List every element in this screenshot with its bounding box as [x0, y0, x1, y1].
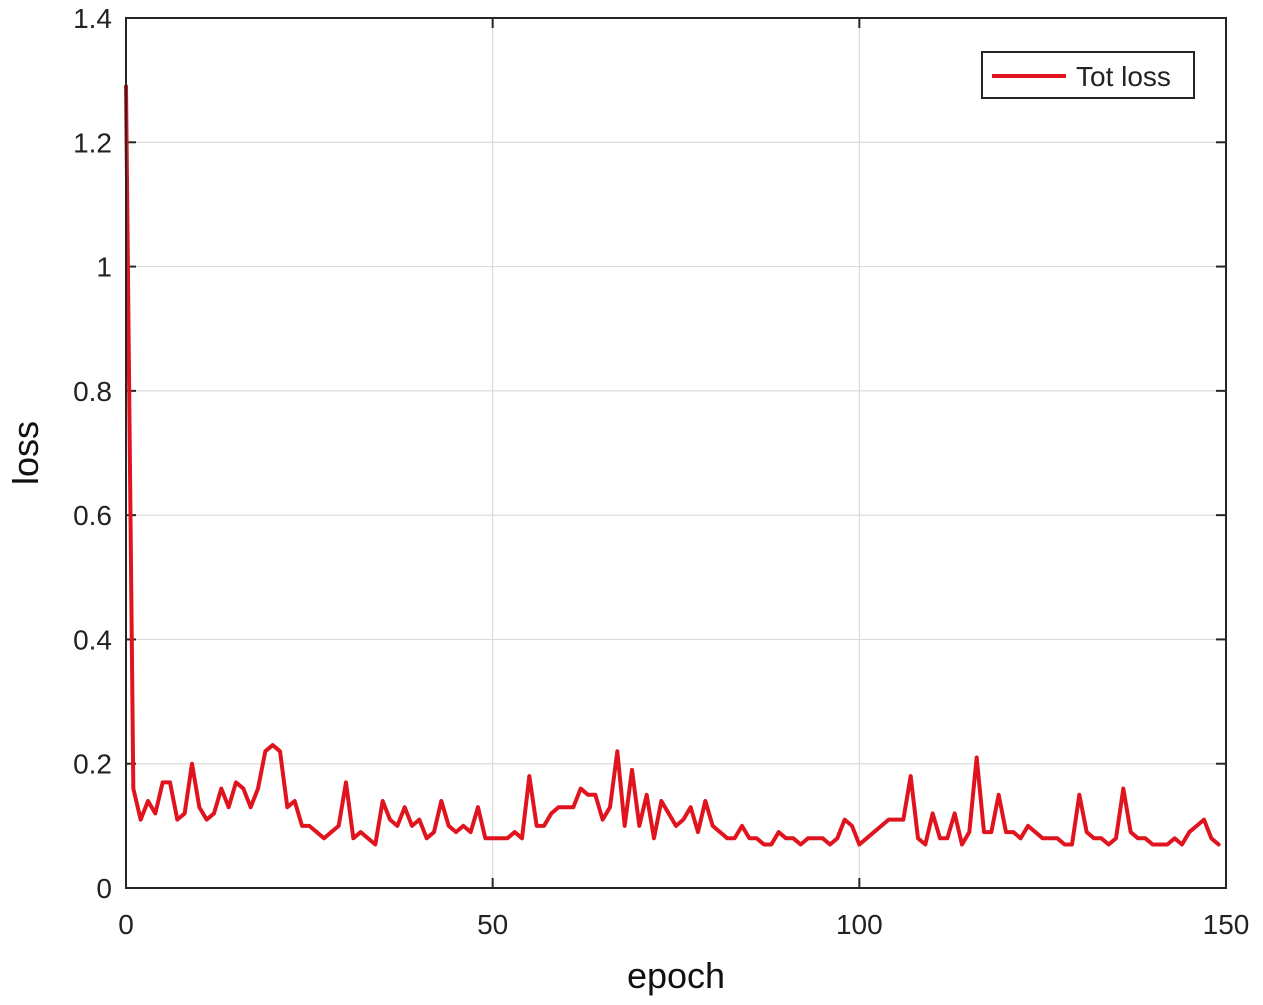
y-tick-labels: 0 0.2 0.4 0.6 0.8 1 1.2 1.4: [73, 3, 112, 904]
x-tick-label: 50: [477, 909, 508, 940]
x-tick-label: 0: [118, 909, 134, 940]
x-tick-labels: 0 50 100 150: [118, 909, 1249, 940]
y-tick-label: 0.4: [73, 624, 112, 655]
y-tick-label: 1.2: [73, 127, 112, 158]
x-tick-label: 150: [1203, 909, 1250, 940]
legend-label: Tot loss: [1076, 61, 1171, 92]
plot-frame: [125, 17, 1227, 889]
y-tick-label: 1: [96, 252, 112, 283]
y-tick-label: 0.8: [73, 376, 112, 407]
grid-lines: [126, 18, 1226, 888]
y-tick-label: 1.4: [73, 3, 112, 34]
y-axis-label: loss: [5, 421, 46, 485]
y-tick-label: 0.2: [73, 749, 112, 780]
x-axis-label: epoch: [627, 955, 725, 996]
series-lines: [124, 84, 1221, 847]
series-line-tot-loss: [124, 84, 1221, 847]
x-tick-label: 100: [836, 909, 883, 940]
legend: Tot loss: [981, 51, 1195, 99]
plot-background: [126, 18, 1226, 888]
y-tick-label: 0.6: [73, 500, 112, 531]
y-tick-label: 0: [96, 873, 112, 904]
